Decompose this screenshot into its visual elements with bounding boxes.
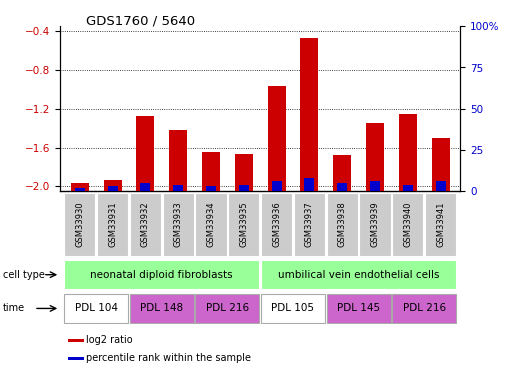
- Text: GSM33941: GSM33941: [436, 201, 445, 247]
- Bar: [359, 193, 391, 256]
- Text: GSM33940: GSM33940: [403, 201, 412, 247]
- Text: log2 ratio: log2 ratio: [86, 335, 133, 345]
- Bar: [202, 152, 220, 191]
- Bar: [436, 182, 446, 191]
- Text: neonatal diploid fibroblasts: neonatal diploid fibroblasts: [90, 270, 233, 280]
- Bar: [261, 294, 325, 323]
- Bar: [75, 188, 85, 191]
- Bar: [64, 294, 128, 323]
- Bar: [196, 193, 226, 256]
- Text: percentile rank within the sample: percentile rank within the sample: [86, 353, 252, 363]
- Bar: [304, 178, 314, 191]
- Bar: [68, 357, 84, 360]
- Text: time: time: [3, 303, 25, 313]
- Text: GSM33930: GSM33930: [75, 201, 84, 247]
- Bar: [300, 38, 319, 191]
- Bar: [130, 294, 194, 323]
- Text: GSM33936: GSM33936: [272, 201, 281, 247]
- Bar: [97, 193, 128, 256]
- Bar: [366, 123, 384, 191]
- Bar: [239, 184, 249, 191]
- Bar: [64, 193, 95, 256]
- Bar: [108, 186, 118, 191]
- Bar: [392, 193, 423, 256]
- Text: umbilical vein endothelial cells: umbilical vein endothelial cells: [278, 270, 439, 280]
- Text: PDL 148: PDL 148: [140, 303, 184, 313]
- Bar: [333, 155, 351, 191]
- Text: GDS1760 / 5640: GDS1760 / 5640: [86, 15, 196, 28]
- Text: PDL 105: PDL 105: [271, 303, 314, 313]
- Bar: [141, 183, 151, 191]
- Text: GSM33937: GSM33937: [305, 201, 314, 247]
- Bar: [268, 86, 286, 191]
- Bar: [326, 193, 358, 256]
- Text: PDL 104: PDL 104: [75, 303, 118, 313]
- Bar: [163, 193, 194, 256]
- Text: GSM33932: GSM33932: [141, 201, 150, 247]
- Bar: [271, 182, 281, 191]
- Bar: [261, 193, 292, 256]
- Bar: [130, 193, 161, 256]
- Bar: [71, 183, 89, 191]
- Bar: [104, 180, 122, 191]
- Bar: [68, 339, 84, 342]
- Bar: [399, 114, 417, 191]
- Bar: [337, 183, 347, 191]
- Bar: [173, 184, 183, 191]
- Bar: [294, 193, 325, 256]
- Bar: [392, 294, 456, 323]
- Text: GSM33939: GSM33939: [370, 201, 380, 247]
- Bar: [169, 130, 187, 191]
- Text: PDL 216: PDL 216: [206, 303, 249, 313]
- Text: PDL 145: PDL 145: [337, 303, 380, 313]
- Text: PDL 216: PDL 216: [403, 303, 446, 313]
- Bar: [196, 294, 259, 323]
- Text: GSM33938: GSM33938: [338, 201, 347, 247]
- Bar: [431, 138, 450, 191]
- Bar: [261, 260, 456, 289]
- Text: GSM33934: GSM33934: [207, 201, 215, 247]
- Text: GSM33935: GSM33935: [240, 201, 248, 247]
- Bar: [326, 294, 391, 323]
- Text: GSM33931: GSM33931: [108, 201, 117, 247]
- Text: cell type: cell type: [3, 270, 44, 280]
- Bar: [228, 193, 259, 256]
- Bar: [64, 260, 259, 289]
- Bar: [137, 116, 154, 191]
- Bar: [425, 193, 456, 256]
- Bar: [403, 184, 413, 191]
- Bar: [206, 186, 216, 191]
- Bar: [235, 154, 253, 191]
- Bar: [370, 182, 380, 191]
- Text: GSM33933: GSM33933: [174, 201, 183, 247]
